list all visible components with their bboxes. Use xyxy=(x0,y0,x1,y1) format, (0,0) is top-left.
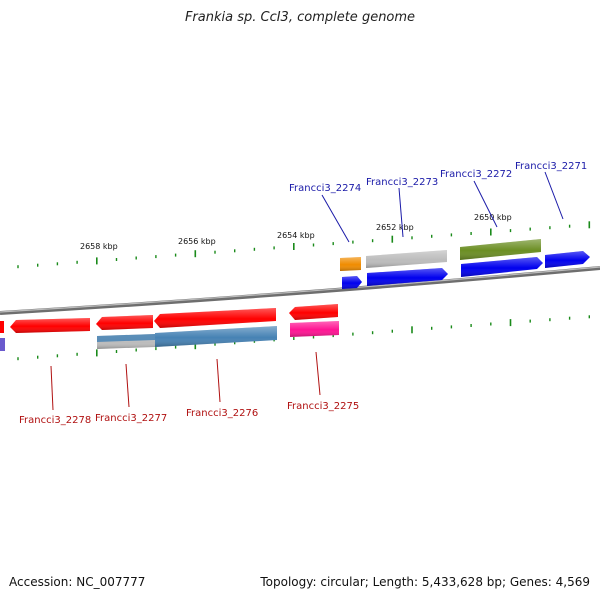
accession-text: Accession: NC_007777 xyxy=(9,575,146,589)
gene-label-francci3-2272[interactable]: Francci3_2272 xyxy=(440,169,512,180)
label-leaders xyxy=(50,171,564,411)
gene-label-francci3-2277[interactable]: Francci3_2277 xyxy=(95,413,167,424)
gene-label-francci3-2278[interactable]: Francci3_2278 xyxy=(19,415,91,426)
gene-partial-left-shape[interactable] xyxy=(0,321,4,333)
forward-tick-track xyxy=(17,221,591,269)
gene-labels: Francci3_2274 Francci3_2273 Francci3_227… xyxy=(19,161,587,426)
feature-steel-overlap[interactable] xyxy=(97,334,155,342)
gene-label-francci3-2276[interactable]: Francci3_2276 xyxy=(186,408,258,419)
genome-backbone xyxy=(0,266,600,315)
map-title: Frankia sp. CcI3, complete genome xyxy=(184,10,416,25)
gene-label-francci3-2274[interactable]: Francci3_2274 xyxy=(289,183,361,194)
topology-text: Topology: circular; Length: 5,433,628 bp… xyxy=(260,575,590,589)
tick-label-2656: 2656 kbp xyxy=(178,237,216,246)
tick-label-2658: 2658 kbp xyxy=(80,242,118,251)
gene-label-francci3-2273[interactable]: Francci3_2273 xyxy=(366,177,438,188)
tick-label-2654: 2654 kbp xyxy=(277,231,315,240)
tick-label-2650: 2650 kbp xyxy=(474,213,512,222)
gene-label-francci3-2271[interactable]: Francci3_2271 xyxy=(515,161,587,172)
feature-purple-partial[interactable] xyxy=(0,338,5,351)
reverse-features xyxy=(0,304,339,351)
forward-features xyxy=(340,239,590,289)
tick-labels: 2658 kbp 2656 kbp 2654 kbp 2652 kbp 2650… xyxy=(80,213,512,251)
tick-label-2652: 2652 kbp xyxy=(376,223,414,232)
gene-label-francci3-2275[interactable]: Francci3_2275 xyxy=(287,401,359,412)
